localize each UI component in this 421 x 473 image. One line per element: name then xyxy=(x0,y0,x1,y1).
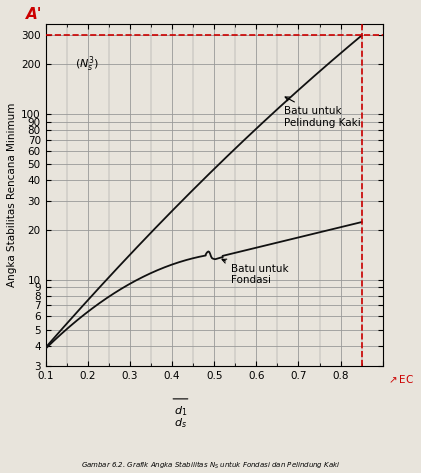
Y-axis label: Angka Stabilitas Rencana Minimum: Angka Stabilitas Rencana Minimum xyxy=(7,103,17,287)
Text: $(N_s^3)$: $(N_s^3)$ xyxy=(75,54,99,74)
Text: $d_s$: $d_s$ xyxy=(174,416,187,430)
Text: $\nearrow$EC: $\nearrow$EC xyxy=(386,373,414,385)
Text: Batu untuk
Pelindung Kaki: Batu untuk Pelindung Kaki xyxy=(284,97,360,128)
Text: $d_1$: $d_1$ xyxy=(174,404,187,418)
Text: Gambar 6.2. Grafik Angka Stabilitas $N_S$ untuk Fondasi dan Pelindung Kaki: Gambar 6.2. Grafik Angka Stabilitas $N_S… xyxy=(81,459,340,471)
Text: A': A' xyxy=(26,7,42,22)
Text: Batu untuk
Fondasi: Batu untuk Fondasi xyxy=(222,259,289,285)
